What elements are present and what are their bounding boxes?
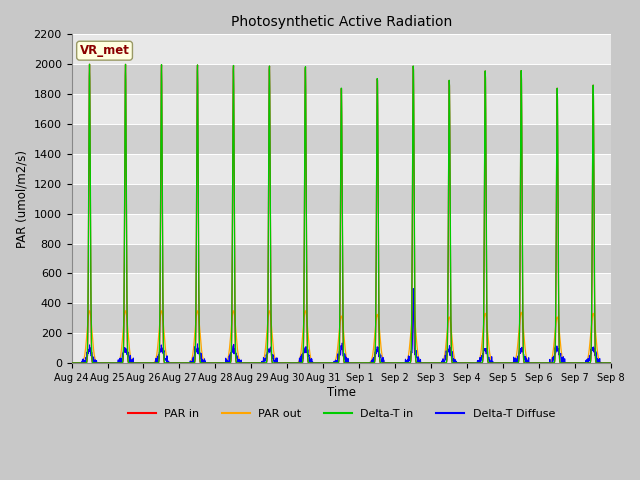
Bar: [72, 333, 611, 363]
Legend: PAR in, PAR out, Delta-T in, Delta-T Diffuse: PAR in, PAR out, Delta-T in, Delta-T Dif…: [124, 404, 559, 423]
Title: Photosynthetic Active Radiation: Photosynthetic Active Radiation: [231, 15, 452, 29]
Bar: [72, 154, 611, 184]
Bar: [72, 243, 611, 274]
Bar: [72, 64, 611, 94]
Bar: [72, 35, 611, 64]
Bar: [72, 94, 611, 124]
Bar: [72, 124, 611, 154]
Bar: [72, 274, 611, 303]
Text: VR_met: VR_met: [79, 44, 129, 57]
Bar: [72, 184, 611, 214]
Bar: [72, 214, 611, 243]
Bar: [72, 303, 611, 333]
X-axis label: Time: Time: [327, 385, 356, 398]
Y-axis label: PAR (umol/m2/s): PAR (umol/m2/s): [15, 150, 28, 248]
